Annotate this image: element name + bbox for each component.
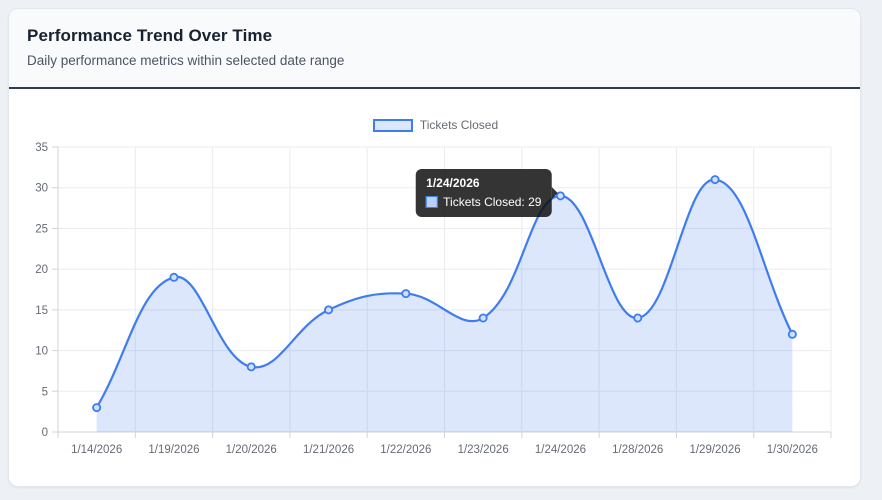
svg-text:1/14/2026: 1/14/2026 <box>71 444 122 456</box>
svg-text:35: 35 <box>35 142 48 154</box>
svg-text:5: 5 <box>42 386 48 398</box>
svg-text:1/24/2026: 1/24/2026 <box>535 444 586 456</box>
svg-text:1/30/2026: 1/30/2026 <box>767 444 818 456</box>
svg-text:15: 15 <box>35 305 48 317</box>
card-title: Performance Trend Over Time <box>27 26 273 45</box>
svg-text:1/22/2026: 1/22/2026 <box>380 444 431 456</box>
chart-panel: Tickets Closed 0 5 10 15 20 25 30 35 1/14/2026 1/… <box>9 89 861 486</box>
svg-text:1/20/2026: 1/20/2026 <box>226 444 277 456</box>
legend-item-tickets-closed[interactable]: Tickets Closed <box>9 118 860 132</box>
svg-text:30: 30 <box>35 183 48 195</box>
line-chart-canvas[interactable]: 0 5 10 15 20 25 30 35 1/14/2026 1/19/2026 1/20/202… <box>9 89 861 486</box>
svg-text:25: 25 <box>35 223 48 235</box>
svg-text:1/23/2026: 1/23/2026 <box>458 444 509 456</box>
svg-text:20: 20 <box>35 264 48 276</box>
svg-text:1/19/2026: 1/19/2026 <box>148 444 199 456</box>
svg-text:1/28/2026: 1/28/2026 <box>612 444 663 456</box>
svg-text:1/29/2026: 1/29/2026 <box>689 444 740 456</box>
svg-text:0: 0 <box>42 427 48 439</box>
legend-swatch <box>372 118 413 132</box>
card-header: Performance Trend Over Time Daily perfor… <box>9 9 860 89</box>
card-subtitle: Daily performance metrics within selecte… <box>27 53 345 68</box>
svg-text:10: 10 <box>35 346 48 358</box>
performance-trend-card: Performance Trend Over Time Daily perfor… <box>8 8 861 487</box>
svg-text:1/21/2026: 1/21/2026 <box>303 444 354 456</box>
legend-label: Tickets Closed <box>419 118 499 132</box>
